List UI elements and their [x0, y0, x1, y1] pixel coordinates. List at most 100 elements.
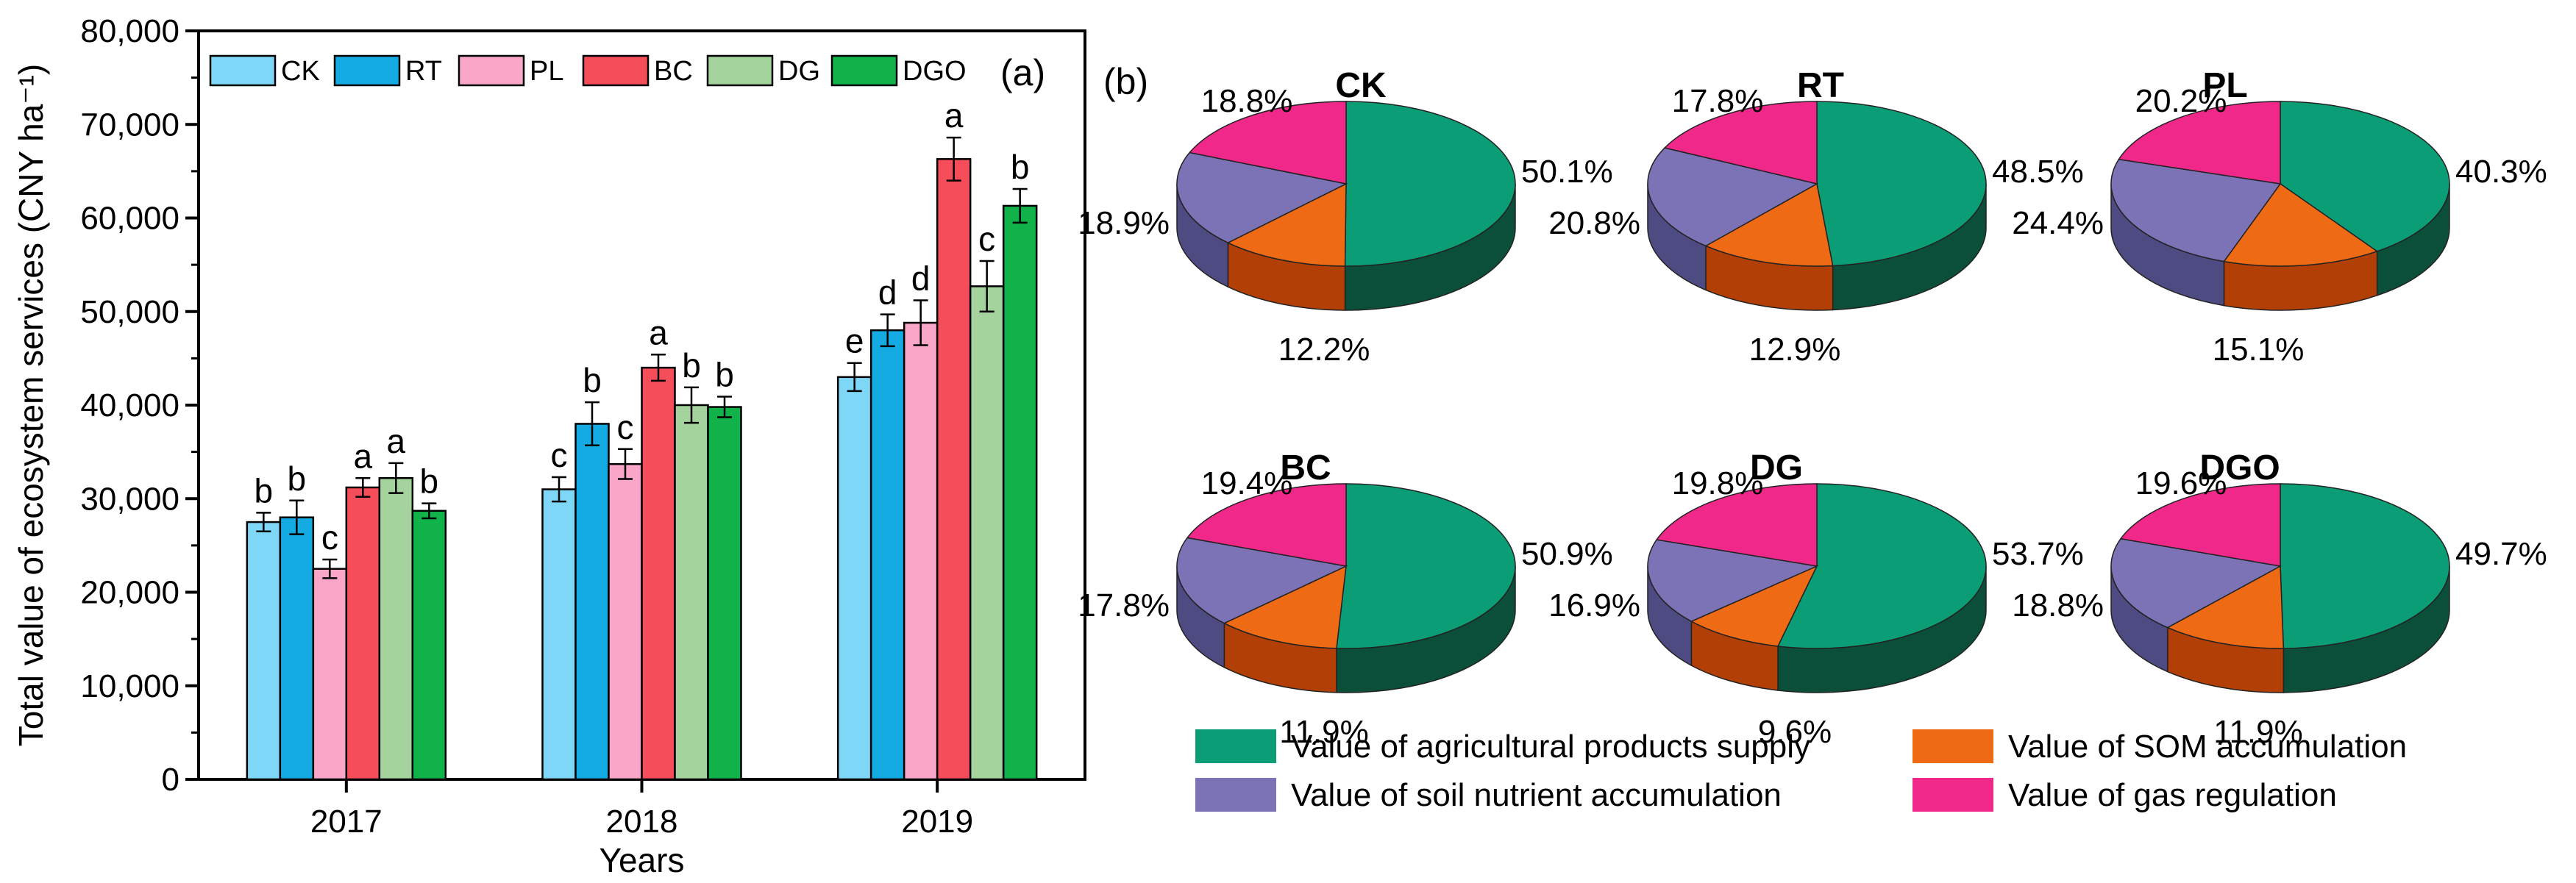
pie-pct-label: 17.8%: [1078, 587, 1170, 623]
pie-DGO: DGO 49.7% 11.9% 18.8% 19.6%: [2012, 448, 2547, 750]
pie-pct-label: 18.8%: [1201, 83, 1293, 119]
bar-CK-2018: [541, 488, 577, 781]
pie-pct-label: 48.5%: [1992, 154, 2084, 190]
significance-label: b: [583, 361, 602, 399]
pie-slice-2: [2110, 537, 2283, 629]
pie-legend-swatch-0: [1195, 729, 1276, 763]
y-tick-label: 10,000: [80, 668, 179, 704]
pie-pct-label: 50.1%: [1521, 154, 1613, 190]
pie-legend-swatch-2: [1195, 778, 1276, 812]
pie-pct-label: 53.7%: [1992, 536, 2084, 572]
y-tick-label: 20,000: [80, 575, 179, 611]
pie-slice-3: [1663, 101, 1818, 185]
pie-pct-label: 9.6%: [1758, 714, 1832, 750]
pie-slice-1: [1226, 182, 1347, 267]
legend-label-DGO: DGO: [903, 56, 967, 87]
pie-slice-1: [1690, 565, 1818, 647]
y-tick-label: 30,000: [80, 481, 179, 517]
panel-label-a: (a): [1000, 52, 1045, 93]
pie-DG: DG 53.7% 9.6% 16.9% 19.8%: [1548, 448, 2084, 750]
pie-slice-0: [1344, 101, 1516, 267]
pie-title: BC: [1280, 448, 1331, 487]
bar-BC-2018: [641, 366, 676, 781]
pie-CK: CK 50.1% 12.2% 18.9% 18.8%: [1078, 66, 1613, 368]
pie-pct-label: 12.2%: [1278, 332, 1370, 368]
pie-slice-0: [1336, 483, 1516, 649]
pie-slice-1: [1223, 565, 1347, 649]
significance-label: a: [649, 313, 668, 351]
significance-label: b: [1011, 148, 1030, 186]
pie-slice-3: [2119, 483, 2281, 567]
pie-pct-label: 20.2%: [2135, 83, 2227, 119]
pie-pct-label: 50.9%: [1521, 536, 1613, 572]
pie-slice-1: [1704, 182, 1834, 267]
y-axis-title: Total value of ecosystem services (CNY h…: [12, 64, 50, 746]
bar-DGO-2017: [411, 510, 447, 781]
x-tick-label: 2019: [901, 804, 973, 840]
pie-chart-panel: (b) CK 50.1% 12.2% 18.9% 18.8% RT 48.5% 12.9% 20.…: [1078, 61, 2547, 813]
pie-PL: PL 40.3% 15.1% 24.4% 20.2%: [2012, 66, 2547, 368]
pie-pct-label: 11.9%: [2213, 714, 2303, 750]
pie-slice-2: [1647, 539, 1819, 622]
pie-slice-3: [1655, 483, 1818, 567]
pie-slice-3: [2118, 101, 2281, 185]
pie-pct-label: 49.7%: [2455, 536, 2547, 572]
pie-slice-2: [1647, 147, 1819, 247]
bar-DG-2017: [378, 477, 414, 781]
pie-pct-label: 19.6%: [2135, 465, 2227, 501]
significance-label: b: [255, 471, 274, 510]
bar-DGO-2019: [1002, 204, 1038, 781]
legend-label-BC: BC: [654, 56, 693, 87]
legend-label-CK: CK: [281, 56, 320, 87]
pie-title: DG: [1750, 448, 1803, 487]
significance-label: b: [420, 462, 439, 501]
pie-legend-label-2: Value of soil nutrient accumulation: [1291, 777, 1782, 813]
pie-legend-label-0: Value of agricultural products supply: [1291, 729, 1810, 765]
legend-swatch-CK: [209, 54, 277, 87]
y-tick-label: 60,000: [80, 201, 179, 237]
y-tick-label: 0: [162, 762, 179, 798]
pie-pct-label: 15.1%: [2213, 332, 2305, 368]
significance-label: a: [944, 96, 964, 135]
pie-slice-2: [1176, 151, 1348, 244]
significance-label: b: [682, 346, 701, 385]
pie-title: RT: [1797, 66, 1844, 105]
x-axis-title: Years: [599, 841, 685, 879]
legend-swatch-DG: [706, 54, 774, 87]
pie-pct-label: 12.9%: [1749, 332, 1841, 368]
legend-swatch-DGO: [830, 54, 898, 87]
pie-legend-swatch-3: [1913, 778, 1993, 812]
bar-DGO-2018: [707, 406, 742, 781]
pie-title: CK: [1335, 66, 1387, 105]
legend-label-DG: DG: [778, 56, 820, 87]
legend-label-PL: PL: [530, 56, 563, 87]
legend-swatch-PL: [458, 54, 525, 87]
pie-pct-label: 20.8%: [1548, 205, 1640, 241]
bar-CK-2017: [246, 521, 282, 781]
significance-label: e: [845, 322, 864, 360]
pie-pct-label: 18.9%: [1078, 205, 1170, 241]
legend-swatch-RT: [333, 54, 401, 87]
x-tick-label: 2018: [606, 804, 678, 840]
pie-slice-0: [1776, 483, 1987, 649]
pie-BC: BC 50.9% 11.9% 17.8% 19.4%: [1078, 448, 1613, 750]
pie-legend-label-3: Value of gas regulation: [2008, 777, 2337, 813]
significance-label: b: [715, 356, 734, 394]
y-tick-label: 80,000: [80, 13, 179, 49]
pie-slice-1: [2166, 565, 2285, 649]
pie-pct-label: 11.9%: [1279, 714, 1369, 750]
pie-slice-0: [2280, 101, 2450, 252]
pie-pct-label: 19.4%: [1201, 465, 1293, 501]
panel-label-b: (b): [1103, 61, 1148, 102]
significance-label: b: [288, 460, 307, 498]
pie-slice-3: [1188, 101, 1347, 185]
bar-DG-2019: [969, 285, 1005, 781]
pie-pct-label: 16.9%: [1548, 587, 1640, 623]
significance-label: a: [387, 422, 406, 460]
bar-CK-2019: [836, 376, 872, 781]
y-tick-label: 50,000: [80, 294, 179, 330]
significance-label: d: [878, 274, 897, 312]
pie-slice-2: [2110, 158, 2282, 262]
significance-label: a: [354, 437, 373, 475]
